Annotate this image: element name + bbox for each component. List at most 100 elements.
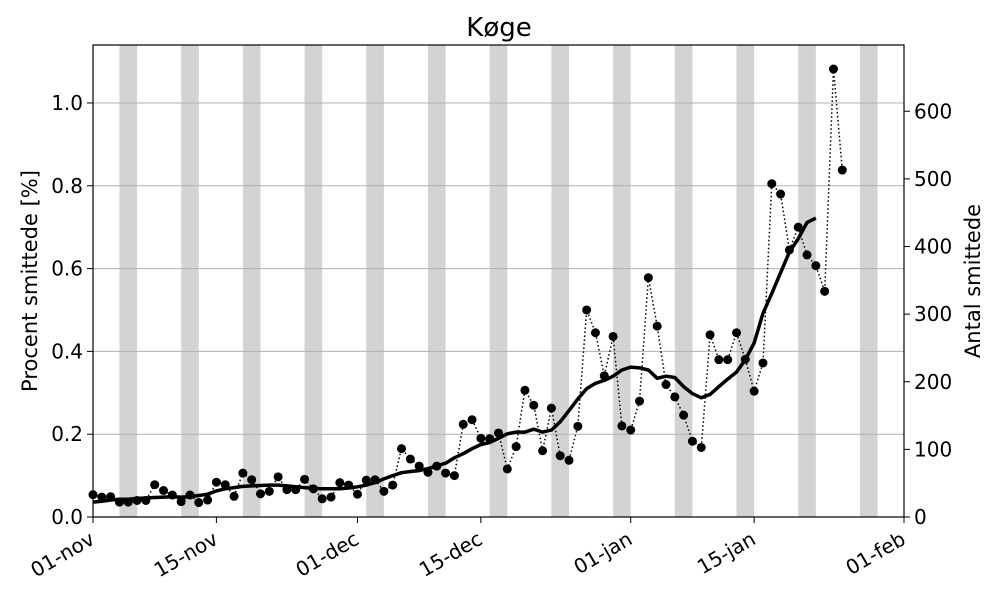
data-point: [476, 433, 486, 443]
data-point: [696, 442, 706, 452]
x-tick-label: 01-dec: [291, 527, 362, 582]
data-point: [714, 355, 724, 365]
data-point: [317, 494, 327, 504]
plot-frame: [92, 44, 905, 518]
y-tick-right-label: 300: [914, 302, 952, 326]
weekend-band: [427, 45, 446, 517]
y-axis-left-label: Procent smittede [%]: [18, 170, 42, 392]
data-point: [635, 396, 645, 406]
y-tick-left-label: 0.6: [51, 257, 83, 281]
data-point: [617, 421, 627, 431]
y-axis-right: 0 100 200 300 400 500 600: [904, 99, 952, 529]
data-point: [679, 410, 689, 420]
data-point: [732, 328, 742, 338]
data-point: [203, 495, 213, 505]
weekend-band: [304, 45, 323, 517]
weekend-band: [489, 45, 508, 517]
data-point: [828, 64, 838, 74]
y-tick-left-label: 0.4: [51, 339, 83, 363]
weekend-band: [674, 45, 693, 517]
data-point: [626, 425, 636, 435]
data-point: [687, 436, 697, 446]
data-point: [564, 455, 574, 465]
weekend-band: [613, 45, 631, 517]
weekend-band: [736, 45, 755, 517]
data-point: [361, 475, 371, 485]
x-tick-label: 15-jan: [693, 527, 760, 579]
data-point: [573, 421, 583, 431]
data-point: [608, 331, 618, 341]
data-point: [582, 305, 592, 315]
rolling-average-line: [92, 216, 817, 504]
data-point: [511, 442, 521, 452]
data-point: [300, 474, 310, 484]
data-point: [749, 386, 759, 396]
x-tick-label: 15-dec: [415, 527, 486, 582]
weekend-band: [242, 45, 261, 517]
x-tick-label: 15-nov: [150, 526, 222, 582]
data-point: [467, 415, 477, 425]
data-point: [388, 480, 398, 490]
data-point: [546, 403, 556, 413]
data-point: [811, 261, 821, 271]
data-point: [538, 446, 548, 456]
y-tick-right-label: 0: [914, 505, 927, 529]
data-point: [776, 189, 786, 199]
data-point: [441, 468, 451, 478]
weekend-band: [119, 45, 138, 517]
weekend-band: [551, 45, 570, 517]
data-point: [397, 444, 407, 454]
data-point: [802, 250, 812, 260]
data-point: [335, 478, 345, 488]
data-point: [352, 489, 362, 499]
data-point: [661, 380, 671, 390]
data-point: [379, 486, 389, 496]
data-point: [643, 273, 653, 283]
data-point: [159, 486, 169, 496]
y-axis-right-label: Antal smittede: [961, 204, 985, 358]
x-tick-label: 01-nov: [26, 526, 98, 582]
data-point: [758, 358, 768, 368]
data-point: [767, 179, 777, 189]
data-point: [705, 330, 715, 340]
data-point: [255, 489, 265, 499]
y-tick-left-label: 0.2: [51, 422, 83, 446]
weekend-bands: [119, 45, 878, 517]
x-axis: 01-nov 15-nov 01-dec 15-dec 01-jan 15-jan 01-f…: [26, 517, 910, 582]
y-axis-left: 0.0 0.2 0.4 0.6 0.8 1.0: [51, 91, 93, 529]
data-point: [458, 419, 468, 429]
data-series: [88, 64, 847, 508]
data-point: [238, 468, 248, 478]
data-point: [555, 451, 565, 461]
y-tick-left-label: 0.8: [51, 174, 83, 198]
data-point: [229, 491, 239, 501]
chart-title: Køge: [466, 13, 531, 43]
data-point: [273, 472, 283, 482]
data-point: [405, 454, 415, 464]
data-point: [670, 392, 680, 402]
y-tick-left-label: 1.0: [51, 91, 83, 115]
data-point: [723, 355, 733, 365]
data-point: [502, 464, 512, 474]
data-point: [449, 471, 459, 481]
y-tick-right-label: 100: [914, 437, 952, 461]
y-tick-right-label: 200: [914, 370, 952, 394]
data-point: [150, 480, 160, 490]
weekend-band: [798, 45, 816, 517]
data-point: [652, 321, 662, 331]
data-point: [211, 477, 221, 487]
y-tick-right-label: 600: [914, 99, 952, 123]
data-point: [520, 385, 530, 395]
data-point: [264, 486, 274, 496]
data-point: [194, 498, 204, 508]
data-point: [326, 492, 336, 502]
data-point: [529, 400, 539, 410]
y-tick-right-label: 500: [914, 167, 952, 191]
y-tick-left-label: 0.0: [51, 505, 83, 529]
data-point: [793, 222, 803, 232]
data-point: [820, 286, 830, 296]
data-point: [590, 328, 600, 338]
weekend-band: [181, 45, 199, 517]
weekend-band: [859, 45, 878, 517]
